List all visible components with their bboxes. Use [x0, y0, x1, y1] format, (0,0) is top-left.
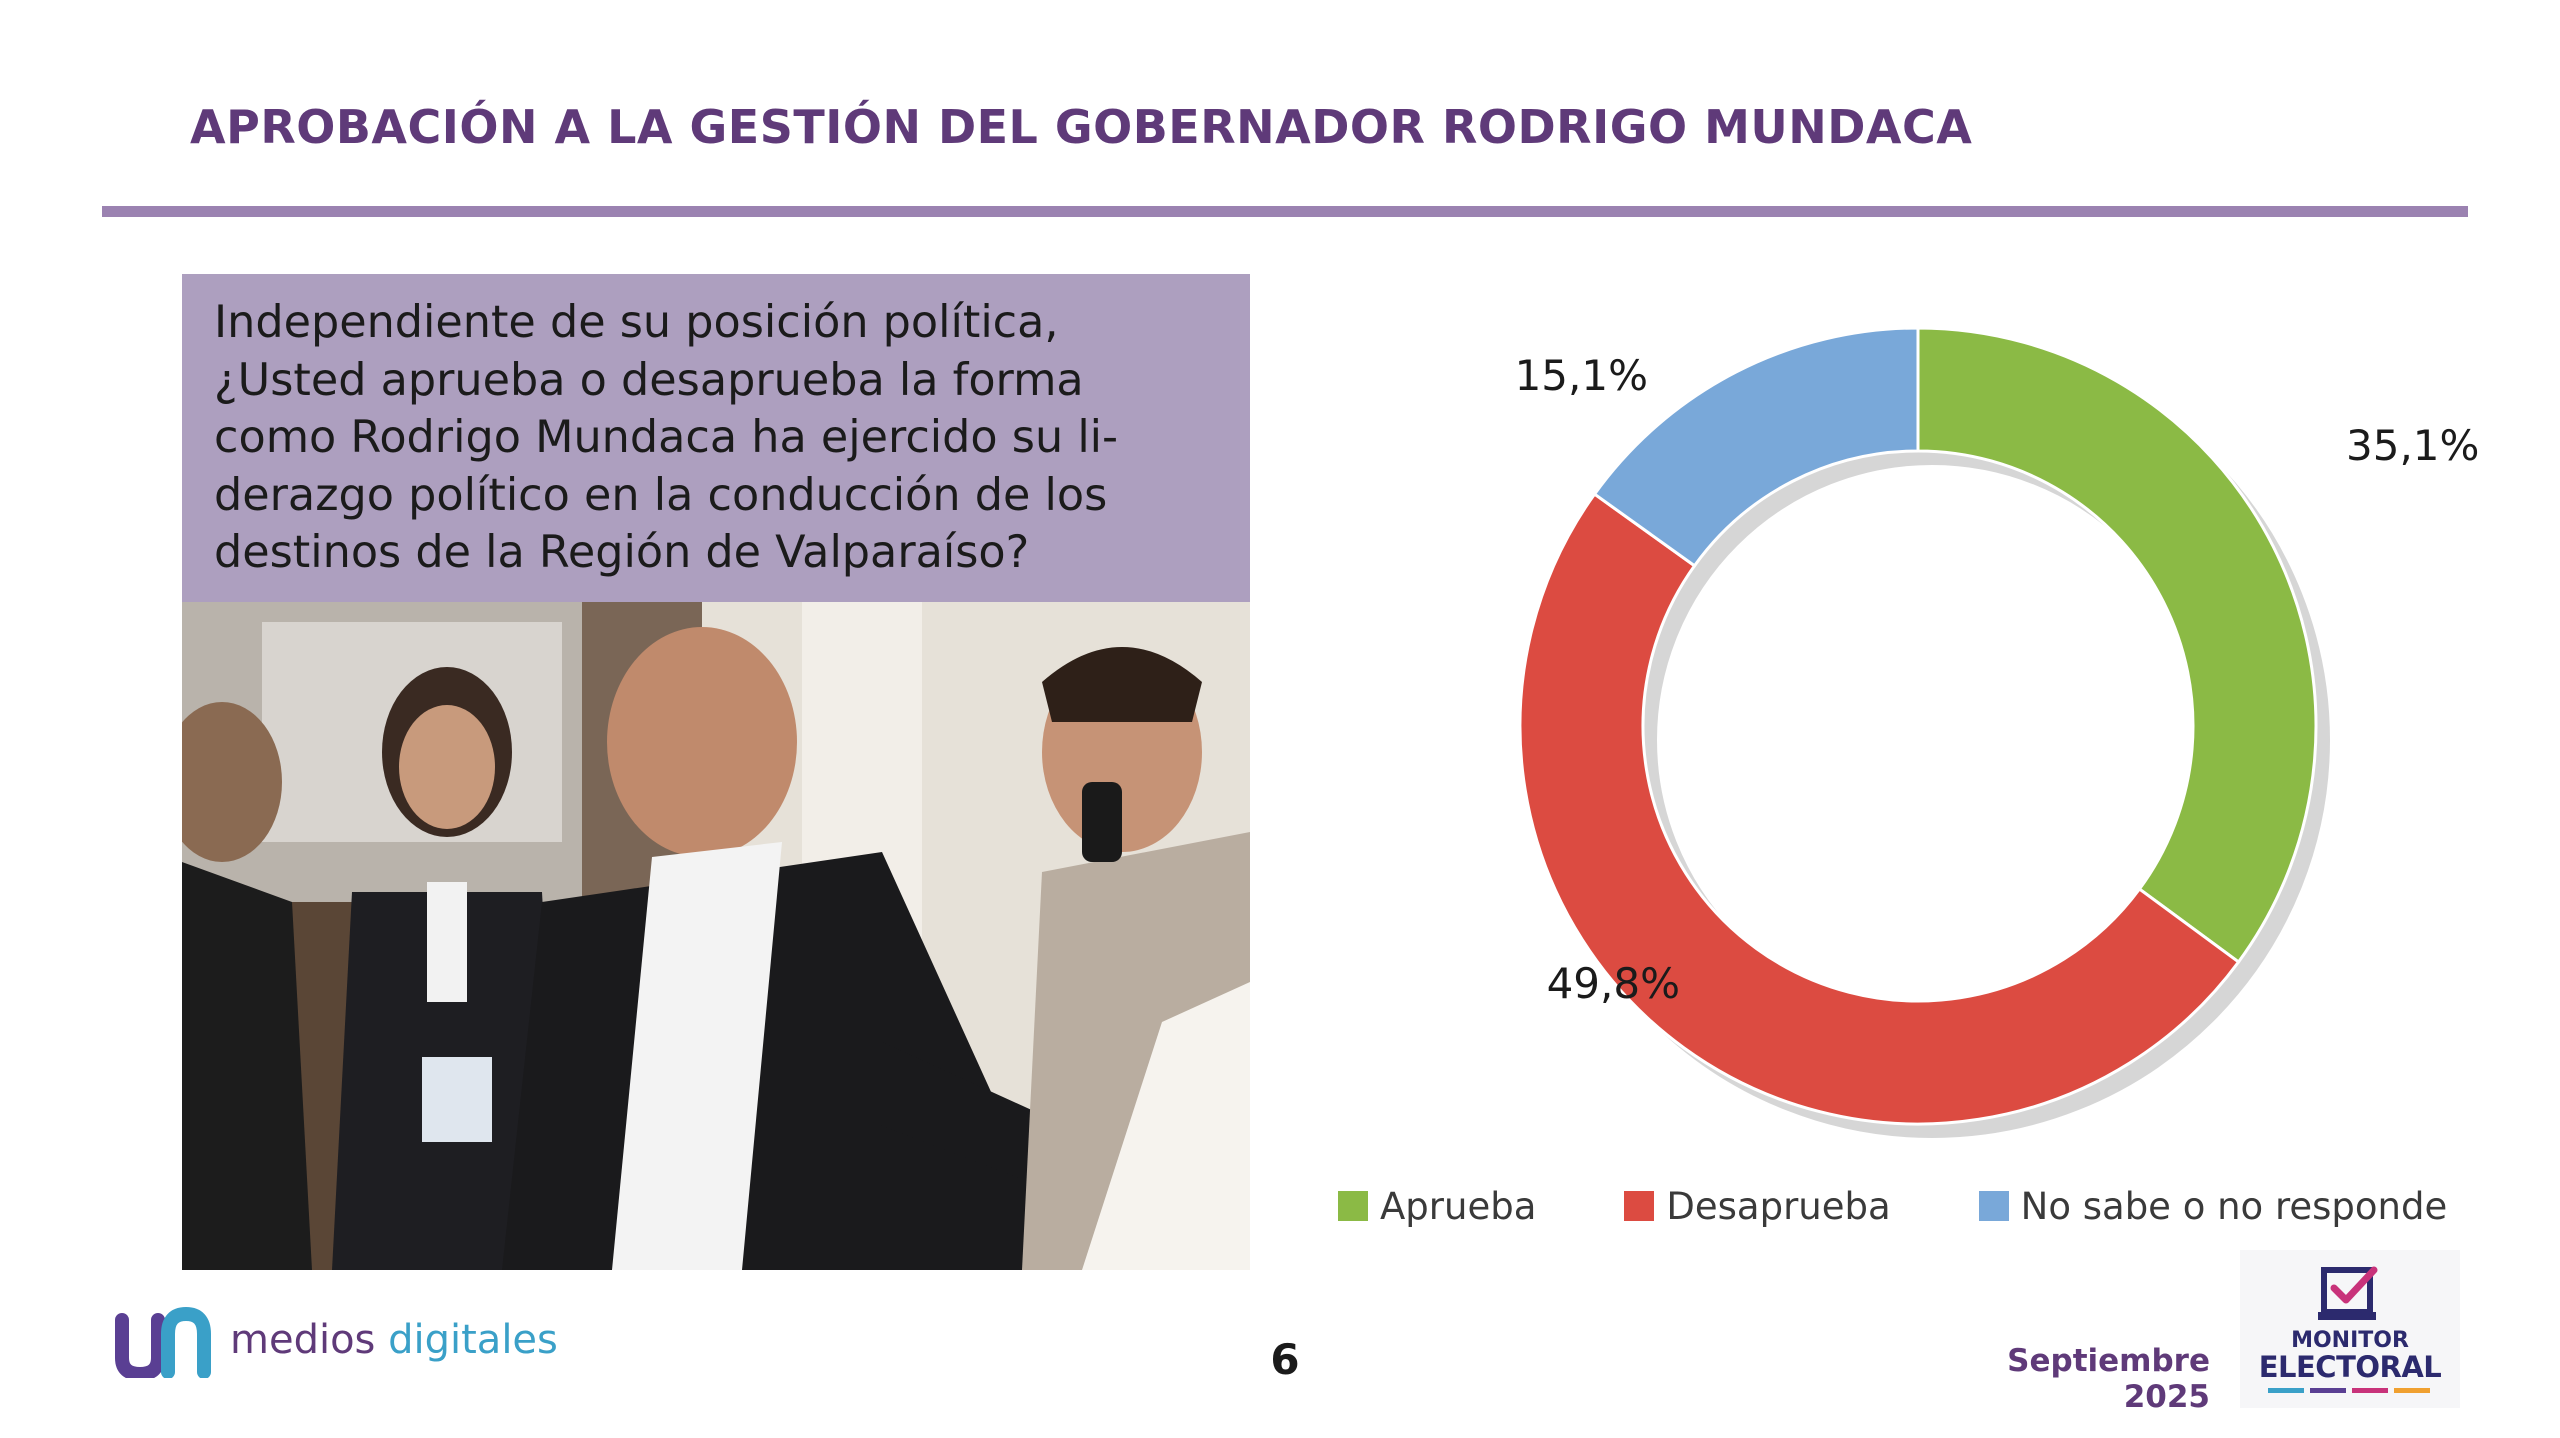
legend-item-no-sabe: No sabe o no responde [1978, 1184, 2448, 1228]
governor-photo [182, 602, 1250, 1270]
medios-digitales-logo-icon [112, 1298, 216, 1382]
donut-slice-aprueba [1916, 326, 2318, 965]
electoral-label: ELECTORAL [2258, 1350, 2442, 1384]
report-date: Septiembre 2025 [2007, 1343, 2210, 1415]
legend-swatch-no-sabe [1978, 1191, 2009, 1221]
donut-slice-no-sabe-o-no-responde [1592, 326, 1920, 568]
ballot-check-icon [2318, 1262, 2382, 1328]
page-title: APROBACIÓN A LA GESTIÓN DEL GOBERNADOR R… [190, 100, 1973, 154]
question-line: destinos de la Región de Valparaíso? [214, 527, 1030, 578]
brand-name: medios digitales [230, 1317, 558, 1363]
approval-donut-chart: 35,1% 49,8% 15,1% [1300, 260, 2560, 1160]
question-box: Independiente de su posición política, ¿… [182, 274, 1250, 602]
legend-item-desaprueba: Desaprueba [1624, 1184, 1891, 1228]
brand-word-digitales: digitales [388, 1317, 558, 1363]
monitor-electoral-logo: MONITOR ELECTORAL [2240, 1250, 2460, 1408]
medios-digitales-brand: medios digitales [112, 1298, 558, 1382]
legend-item-aprueba: Aprueba [1338, 1185, 1536, 1228]
legend-label-desaprueba: Desaprueba [1666, 1184, 1891, 1228]
legend-label-aprueba: Aprueba [1380, 1184, 1537, 1228]
title-divider [102, 206, 2468, 217]
brand-word-medios: medios [230, 1317, 376, 1363]
legend-label-no-sabe: No sabe o no responde [2020, 1184, 2448, 1228]
donut-svg: 35,1% 49,8% 15,1% [1515, 326, 2479, 1138]
legend-swatch-aprueba [1338, 1191, 1368, 1221]
data-label-no-sabe-o-no-responde: 15,1% [1515, 351, 1648, 400]
question-line: Independiente de su posición política, [214, 297, 1059, 348]
question-line: ¿Usted aprueba o desaprueba la forma [214, 354, 1084, 406]
data-label-aprueba: 35,1% [2346, 421, 2479, 470]
data-label-desaprueba: 49,8% [1547, 959, 1680, 1008]
chart-legend: Aprueba Desaprueba No sabe o no responde [1338, 1178, 2548, 1234]
legend-swatch-desaprueba [1624, 1191, 1655, 1221]
donut-slice-desaprueba [1518, 491, 2241, 1126]
page-number: 6 [1270, 1335, 1300, 1384]
question-line: como Rodrigo Mundaca ha ejercido su li- [214, 412, 1119, 463]
monitor-stripes [2268, 1388, 2436, 1393]
monitor-label: MONITOR [2291, 1328, 2409, 1353]
question-line: derazgo político en la conducción de los [214, 469, 1108, 521]
